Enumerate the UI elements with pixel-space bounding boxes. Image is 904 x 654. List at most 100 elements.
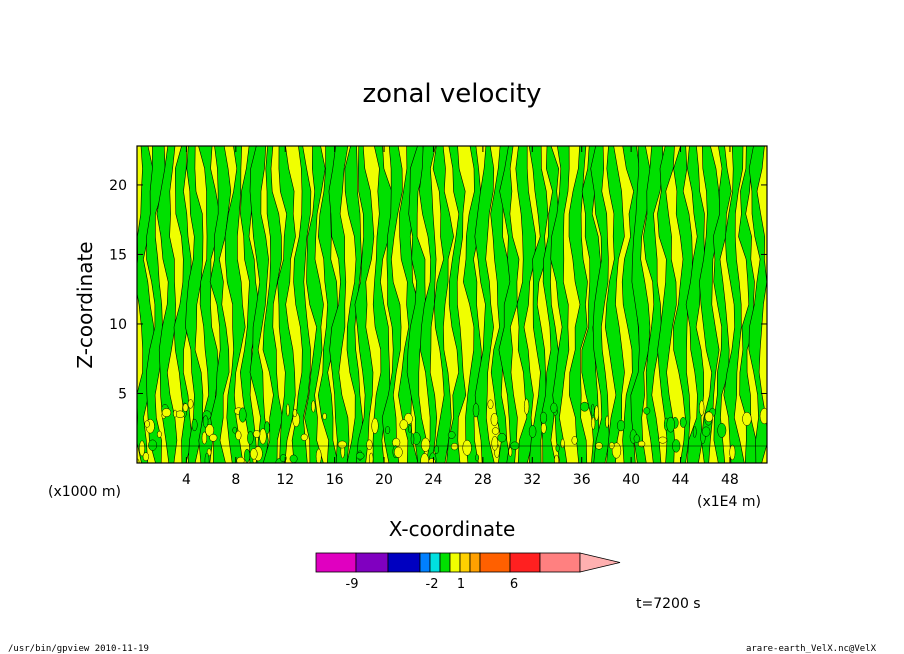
contour-blob	[643, 407, 651, 415]
contour-blob	[421, 437, 431, 452]
contour-band	[173, 146, 193, 463]
contour-blob	[311, 400, 316, 413]
contour-band	[568, 146, 588, 463]
y-tick-label: 10	[109, 317, 127, 333]
contour-blob	[554, 454, 559, 463]
contour-blob	[717, 422, 727, 438]
contour-band	[685, 146, 705, 463]
contour-band	[291, 146, 312, 463]
colorbar-segment	[479, 552, 511, 573]
contour-band	[723, 146, 745, 463]
contour-blob	[420, 453, 430, 463]
colorbar-segment	[539, 552, 581, 573]
contour-blob	[450, 442, 459, 451]
x-tick-label: 48	[721, 472, 739, 488]
colorbar-segment	[315, 552, 357, 573]
contour-blob	[322, 412, 327, 420]
contour-blob	[315, 448, 322, 463]
contour-blob	[289, 454, 298, 463]
contour-blob	[609, 442, 615, 450]
contour-blob	[202, 415, 209, 428]
y-axis: 5 10 15 20	[109, 178, 767, 402]
x-tick-label: 40	[622, 472, 640, 488]
contour-blob	[139, 440, 145, 457]
contour-band	[277, 146, 296, 463]
contour-blob	[238, 407, 247, 423]
contour-blob	[201, 431, 208, 445]
contour-blob	[142, 452, 150, 462]
contour-blob	[173, 409, 178, 418]
contour-blob	[355, 452, 365, 460]
contour-blob	[528, 425, 537, 438]
contour-band	[498, 146, 520, 463]
colorbar-segment	[439, 552, 451, 573]
contour-band	[249, 146, 269, 463]
contour-blob	[253, 430, 261, 438]
contour-band	[354, 146, 375, 463]
colorbar-tick-label: 1	[457, 577, 465, 592]
y-unit-label: (x1000 m)	[48, 484, 121, 500]
contour-blob	[490, 413, 499, 427]
x-tick-label: 4	[182, 472, 191, 488]
contour-band	[146, 146, 166, 463]
contour-blob	[472, 403, 480, 418]
x-tick-label: 32	[523, 472, 541, 488]
contour-blob	[410, 433, 415, 445]
x-tick-label: 28	[474, 472, 492, 488]
contour-blob	[555, 444, 560, 452]
footer-left: /usr/bin/gpview 2010-11-19	[8, 644, 149, 654]
contour-blob	[157, 430, 162, 438]
contour-band	[673, 146, 693, 463]
contour-blob	[369, 452, 374, 463]
contour-blob	[550, 402, 558, 414]
contour-blob	[704, 411, 714, 423]
contour-blob	[337, 440, 347, 449]
x-axis: 4 8 12 16 20 24 28 32 36 40 44 48	[182, 146, 739, 488]
colorbar-tick-label: -9	[346, 577, 359, 592]
contour-blob	[408, 424, 412, 433]
y-tick-label: 5	[118, 386, 127, 402]
contour-blob	[616, 419, 626, 432]
contour-band	[224, 146, 246, 463]
plot-frame	[136, 145, 768, 464]
contour-band	[156, 146, 178, 463]
colorbar-segment	[429, 552, 441, 573]
colorbar-tick-label: 6	[510, 577, 518, 592]
contour-band	[262, 146, 283, 463]
contour-blob	[232, 426, 237, 434]
contour-blob	[594, 405, 599, 421]
contour-blob	[399, 419, 409, 430]
contour-band	[630, 146, 652, 463]
colorbar: -9 -2 1 6	[315, 552, 621, 592]
contour-blob	[371, 417, 379, 434]
contour-blob	[508, 447, 513, 457]
contour-blob	[366, 439, 373, 451]
contour-band	[446, 146, 467, 463]
contour-band	[239, 146, 260, 463]
contour-band	[185, 146, 204, 463]
contour-blob	[475, 454, 480, 462]
colorbar-segment	[449, 552, 461, 573]
x-tick-label: 24	[425, 472, 443, 488]
contour-blob	[447, 431, 456, 439]
time-label: t=7200 s	[636, 596, 701, 612]
contour-band	[590, 146, 610, 463]
contour-blob	[434, 445, 439, 454]
contour-blob	[148, 439, 158, 451]
contour-blob	[742, 411, 752, 426]
contour-band	[432, 146, 454, 463]
contour-blob	[560, 438, 565, 449]
contour-blob	[175, 410, 185, 419]
contour-blob	[264, 421, 270, 435]
x-tick-label: 36	[573, 472, 591, 488]
contour-band	[406, 146, 427, 463]
contour-band	[528, 146, 549, 463]
y-tick-label: 15	[109, 247, 127, 263]
x-tick-label: 12	[276, 472, 294, 488]
colorbar-segment	[509, 552, 541, 573]
contour-blob	[679, 417, 687, 428]
contour-field	[137, 146, 767, 463]
colorbar-tick-label: -2	[426, 577, 439, 592]
x-tick-label: 20	[375, 472, 393, 488]
